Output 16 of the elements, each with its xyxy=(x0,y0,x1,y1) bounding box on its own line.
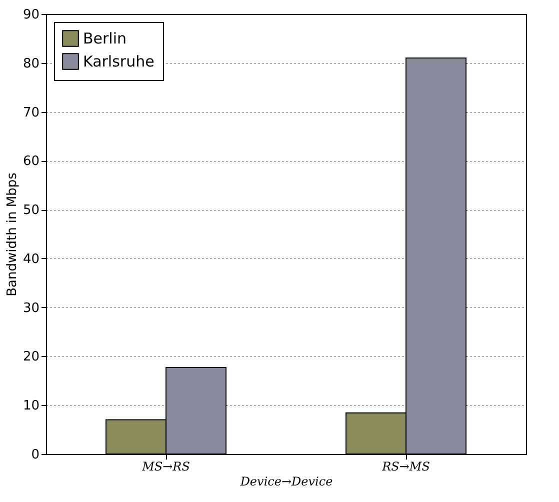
y-tick-label: 40 xyxy=(22,252,40,267)
y-tick-label: 70 xyxy=(22,105,40,120)
x-tick-label: MS→RS xyxy=(141,460,190,474)
y-tick-label: 10 xyxy=(22,398,40,414)
y-tick-label: 90 xyxy=(22,8,40,22)
y-tick-label: 50 xyxy=(22,203,40,218)
y-tick-label: 30 xyxy=(22,300,40,316)
y-tick-label: 0 xyxy=(31,448,40,462)
x-axis-title: Device→Device xyxy=(239,474,333,488)
legend-label: Berlin xyxy=(83,30,127,48)
y-tick-label: 80 xyxy=(22,56,40,72)
y-axis-title: Bandwidth in Mbps xyxy=(4,172,20,296)
x-tick-label: RS→MS xyxy=(381,460,430,474)
y-tick-label: 20 xyxy=(22,350,40,365)
y-tick-label: 60 xyxy=(22,154,40,170)
legend-label: Karlsruhe xyxy=(83,52,154,70)
